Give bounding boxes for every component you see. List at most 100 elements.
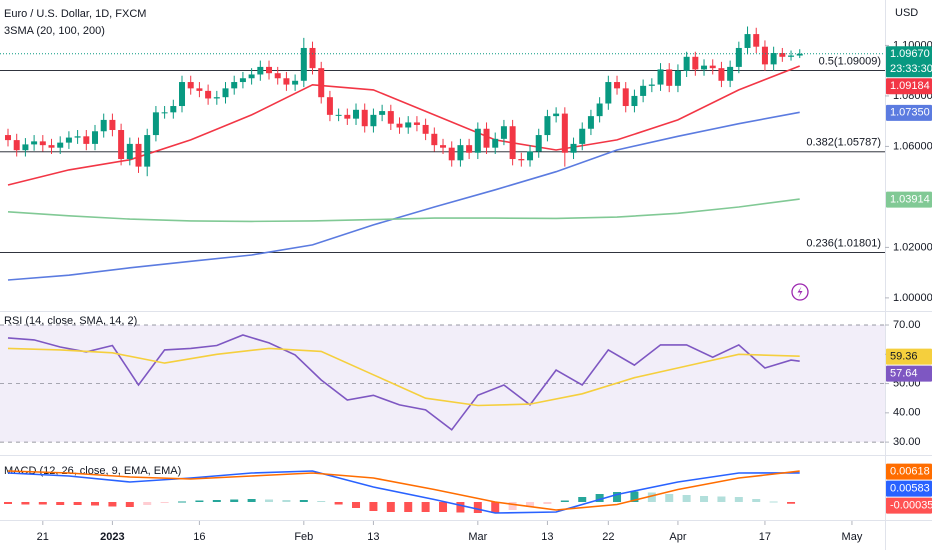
histogram-bar [178,501,187,503]
candle-body [300,47,307,81]
histogram-bar [91,502,100,506]
candle-body [231,82,238,89]
candle-body [413,122,420,125]
candle-body [48,145,55,148]
candle-body [318,68,325,98]
histogram-bar [526,502,535,507]
histogram-bar [317,501,326,502]
histogram-bar [630,491,639,502]
histogram-bar [247,499,256,502]
candle-body [666,69,673,86]
candle-body [761,46,768,65]
y-tick-label: 1.06000 [893,140,932,152]
candle-body [152,112,159,136]
alert-circle[interactable] [791,283,809,301]
candle-body [788,55,795,57]
value-label: 1.09670 [890,48,930,60]
candle-body [5,135,12,141]
candle-body [144,135,151,167]
candle-body [222,88,229,98]
candle-body [605,82,612,104]
candle-body [466,145,473,153]
y-tick-label: 1.00000 [893,292,932,304]
candle-body [744,34,751,48]
histogram-bar [700,496,709,502]
candle-body [648,84,655,86]
x-tick-label: 21 [37,531,49,543]
level-label: 0.5(1.09009) [819,55,881,67]
histogram-bar [160,502,169,503]
candle-body [205,90,212,99]
candle-body [579,128,586,144]
value-label: -0.00035 [890,500,932,512]
value-label: 23:33:30 [890,63,932,75]
value-label-box [886,497,932,514]
candle-body [13,140,20,151]
x-tick-label: 13 [367,531,379,543]
macd-title: MACD (12, 26, close, 9, EMA, EMA) [4,465,181,477]
candle-body [379,111,386,115]
histogram-bar [769,501,778,503]
candle-body [292,80,299,85]
histogram-bar [4,502,13,504]
histogram-bar [647,492,656,502]
alert-icon[interactable] [791,283,809,301]
candle-body [274,73,281,79]
value-label-box [886,365,932,382]
value-label: 57.64 [890,368,918,380]
x-tick-label: 22 [602,531,614,543]
y-tick-label: 40.00 [893,407,921,419]
candle-body [622,88,629,107]
value-label-box [886,191,932,208]
candle-body [126,143,133,160]
candle-body [196,88,203,91]
histogram-bar [717,496,726,502]
value-label-box [886,480,932,497]
candle-body [500,126,507,139]
candle-body [187,82,194,89]
candle-body [266,66,273,74]
histogram-bar [265,499,274,502]
candle-body [309,47,316,69]
candle-body [631,95,638,107]
candle-body [370,114,377,127]
histogram-bar [230,499,239,502]
y-tick-label: 70.00 [893,319,921,331]
pane [0,324,885,443]
candle-body [779,53,786,57]
candle-body [640,85,647,96]
candle-body [213,97,220,99]
histogram-bar [369,502,378,511]
candle-body [535,135,542,152]
histogram-bar [473,502,482,513]
x-tick-label: Feb [294,531,313,543]
histogram-bar [595,494,604,502]
alert-bolt[interactable] [797,286,803,298]
histogram-bar [613,492,622,502]
candle-body [344,114,351,119]
candle-body [770,53,777,65]
candle-body [674,70,681,86]
candle-body [701,65,708,70]
y-tick-label: 30.00 [893,436,921,448]
candle-body [692,56,699,70]
level-label: 0.382(1.05787) [806,137,881,149]
candle-body [361,109,368,127]
line-series [7,111,800,281]
candle-body [527,151,534,161]
candle-body [448,147,455,161]
x-tick-label: 17 [759,531,771,543]
histogram-bar [73,502,82,505]
histogram-bar [125,502,134,507]
histogram-bar [752,499,761,502]
candle-body [283,78,290,85]
candle-body [74,136,81,138]
x-tick-label: 13 [541,531,553,543]
candle-body [396,123,403,128]
candle-body [179,82,186,107]
candle-body [509,126,516,160]
candle-body [440,145,447,148]
